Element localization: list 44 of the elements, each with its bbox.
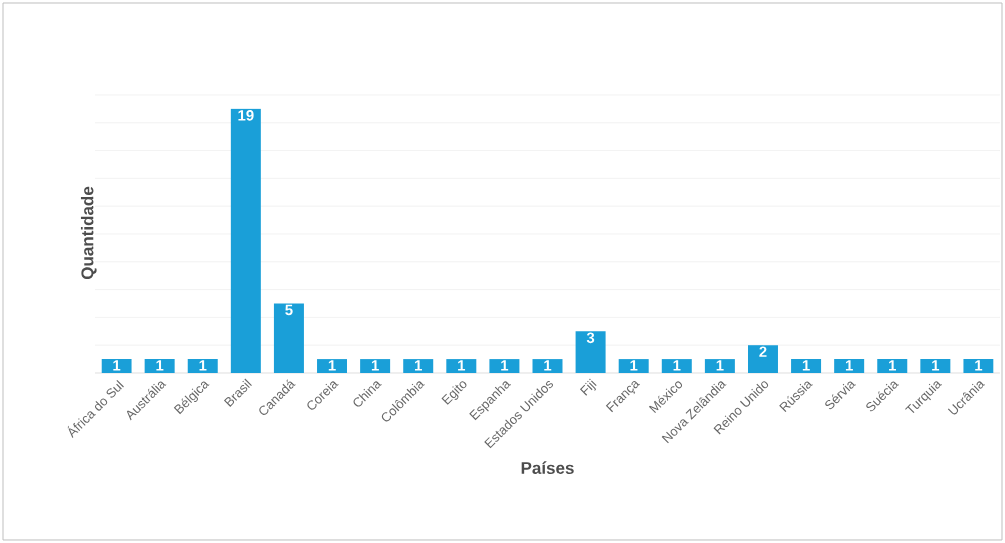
bar — [446, 359, 477, 373]
data-label: 5 — [285, 304, 293, 316]
bar — [920, 359, 951, 373]
bar — [101, 359, 132, 373]
bar — [144, 359, 175, 373]
bar — [273, 303, 304, 373]
bar — [661, 359, 692, 373]
data-label: 1 — [414, 360, 422, 371]
bar — [230, 108, 261, 373]
bar — [187, 359, 218, 373]
data-label: 1 — [889, 360, 897, 371]
data-label: 1 — [845, 360, 853, 371]
bar — [747, 345, 778, 373]
data-label: 1 — [802, 360, 810, 371]
data-label: 1 — [371, 360, 379, 371]
bar — [317, 359, 348, 373]
data-label: 1 — [630, 360, 638, 371]
x-tick-label: Fiji — [579, 378, 597, 396]
bar — [360, 359, 391, 373]
bar — [489, 359, 520, 373]
data-label: 1 — [716, 360, 724, 371]
data-label: 1 — [328, 360, 336, 371]
data-label: 3 — [586, 332, 595, 344]
y-axis-title: Quantidade — [80, 186, 97, 280]
x-axis-title: Países — [521, 461, 574, 474]
data-label: 19 — [238, 110, 254, 121]
bar — [704, 359, 735, 373]
bar — [618, 359, 649, 373]
bar — [575, 331, 606, 373]
data-label: 1 — [113, 360, 121, 371]
data-label: 1 — [501, 360, 509, 371]
bar — [963, 359, 994, 373]
bar — [877, 359, 908, 373]
bar — [403, 359, 434, 373]
data-label: 2 — [759, 346, 767, 357]
bar — [791, 359, 822, 373]
bar — [834, 359, 865, 373]
data-label: 1 — [932, 360, 940, 371]
data-label: 1 — [156, 360, 164, 371]
data-label: 1 — [199, 360, 207, 371]
data-label: 1 — [673, 360, 681, 371]
data-label: 1 — [975, 360, 983, 371]
data-label: 1 — [458, 360, 466, 371]
data-label: 1 — [544, 360, 552, 371]
